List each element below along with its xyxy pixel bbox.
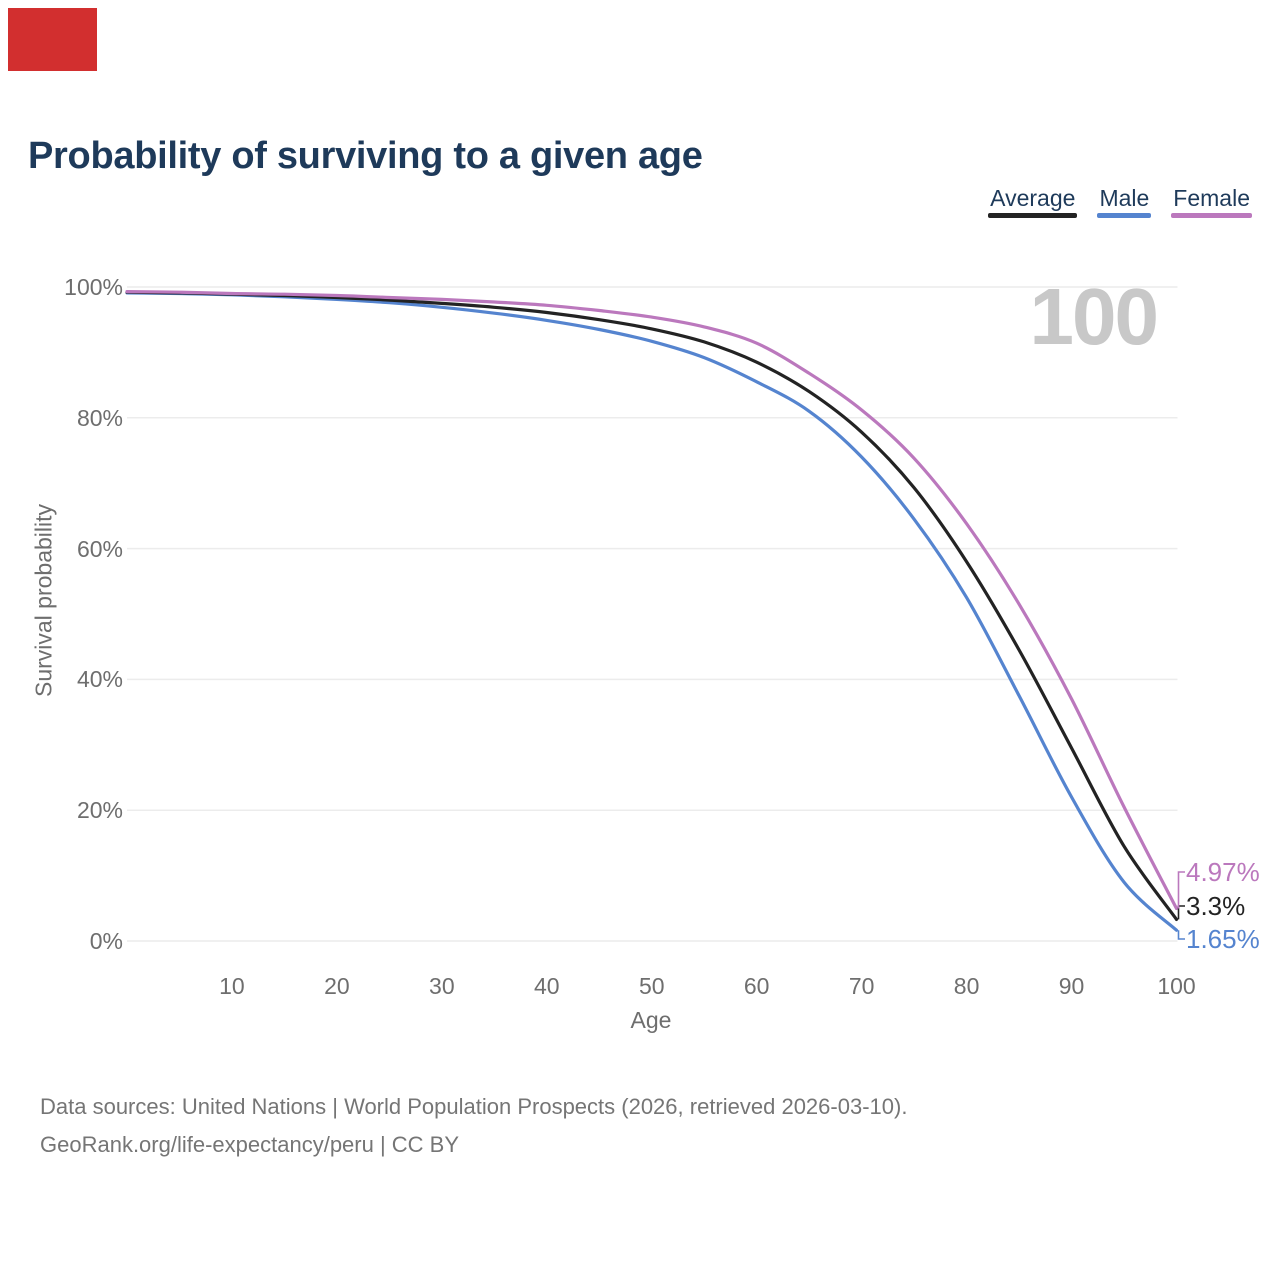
watermark-max-age-label: 100 (1029, 272, 1159, 361)
legend-label: Female (1173, 185, 1250, 211)
y-tick-label: 20% (76, 797, 123, 824)
legend: Average Male Female (988, 186, 1252, 218)
x-tick-label: 100 (1157, 973, 1196, 999)
footer-line-2: GeoRank.org/life-expectancy/peru | CC BY (40, 1132, 460, 1157)
legend-underline-female (1171, 213, 1252, 218)
survival-curve-average (125, 290, 1179, 921)
y-tick-label: 100% (64, 274, 123, 300)
end-label-connector-average (1177, 905, 1185, 920)
y-tick-label: 40% (76, 666, 123, 693)
x-tick-label: 50 (638, 973, 665, 999)
y-tick-label: 0% (89, 928, 123, 954)
annotation-rectangle (8, 8, 97, 71)
legend-label: Average (990, 185, 1076, 211)
x-tick-label: 90 (1058, 973, 1085, 999)
page-title: Probability of surviving to a given age (28, 135, 703, 178)
end-label-connector-male (1177, 930, 1185, 940)
x-tick-label: 30 (429, 973, 455, 999)
legend-label: Male (1099, 185, 1150, 211)
x-tick-label: 10 (219, 973, 245, 999)
end-label-connector-female (1177, 871, 1185, 909)
footer-line-1: Data sources: United Nations | World Pop… (40, 1094, 908, 1119)
x-tick-label: 80 (953, 973, 980, 999)
x-tick-label: 60 (743, 973, 770, 999)
legend-item-female[interactable]: Female (1171, 186, 1252, 218)
end-label-female: 4.97% (1186, 857, 1260, 887)
x-tick-label: 20 (324, 973, 350, 999)
source-attribution: Data sources: United Nations | World Pop… (40, 1088, 907, 1164)
legend-underline-average (988, 213, 1078, 218)
legend-item-average[interactable]: Average (988, 185, 1078, 218)
x-tick-label: 70 (848, 973, 875, 999)
end-label-male: 1.65% (1186, 924, 1260, 954)
y-tick-label: 60% (76, 535, 123, 562)
y-axis-title: Survival probability (30, 503, 57, 698)
end-label-average: 3.3% (1186, 891, 1246, 921)
legend-item-male[interactable]: Male (1097, 185, 1152, 218)
survival-curve-female (125, 290, 1179, 911)
x-tick-label: 40 (534, 973, 560, 999)
legend-underline-male (1097, 213, 1152, 218)
y-tick-label: 80% (76, 404, 123, 431)
x-axis-title: Age (630, 1007, 672, 1033)
survival-curve-male (125, 291, 1179, 932)
